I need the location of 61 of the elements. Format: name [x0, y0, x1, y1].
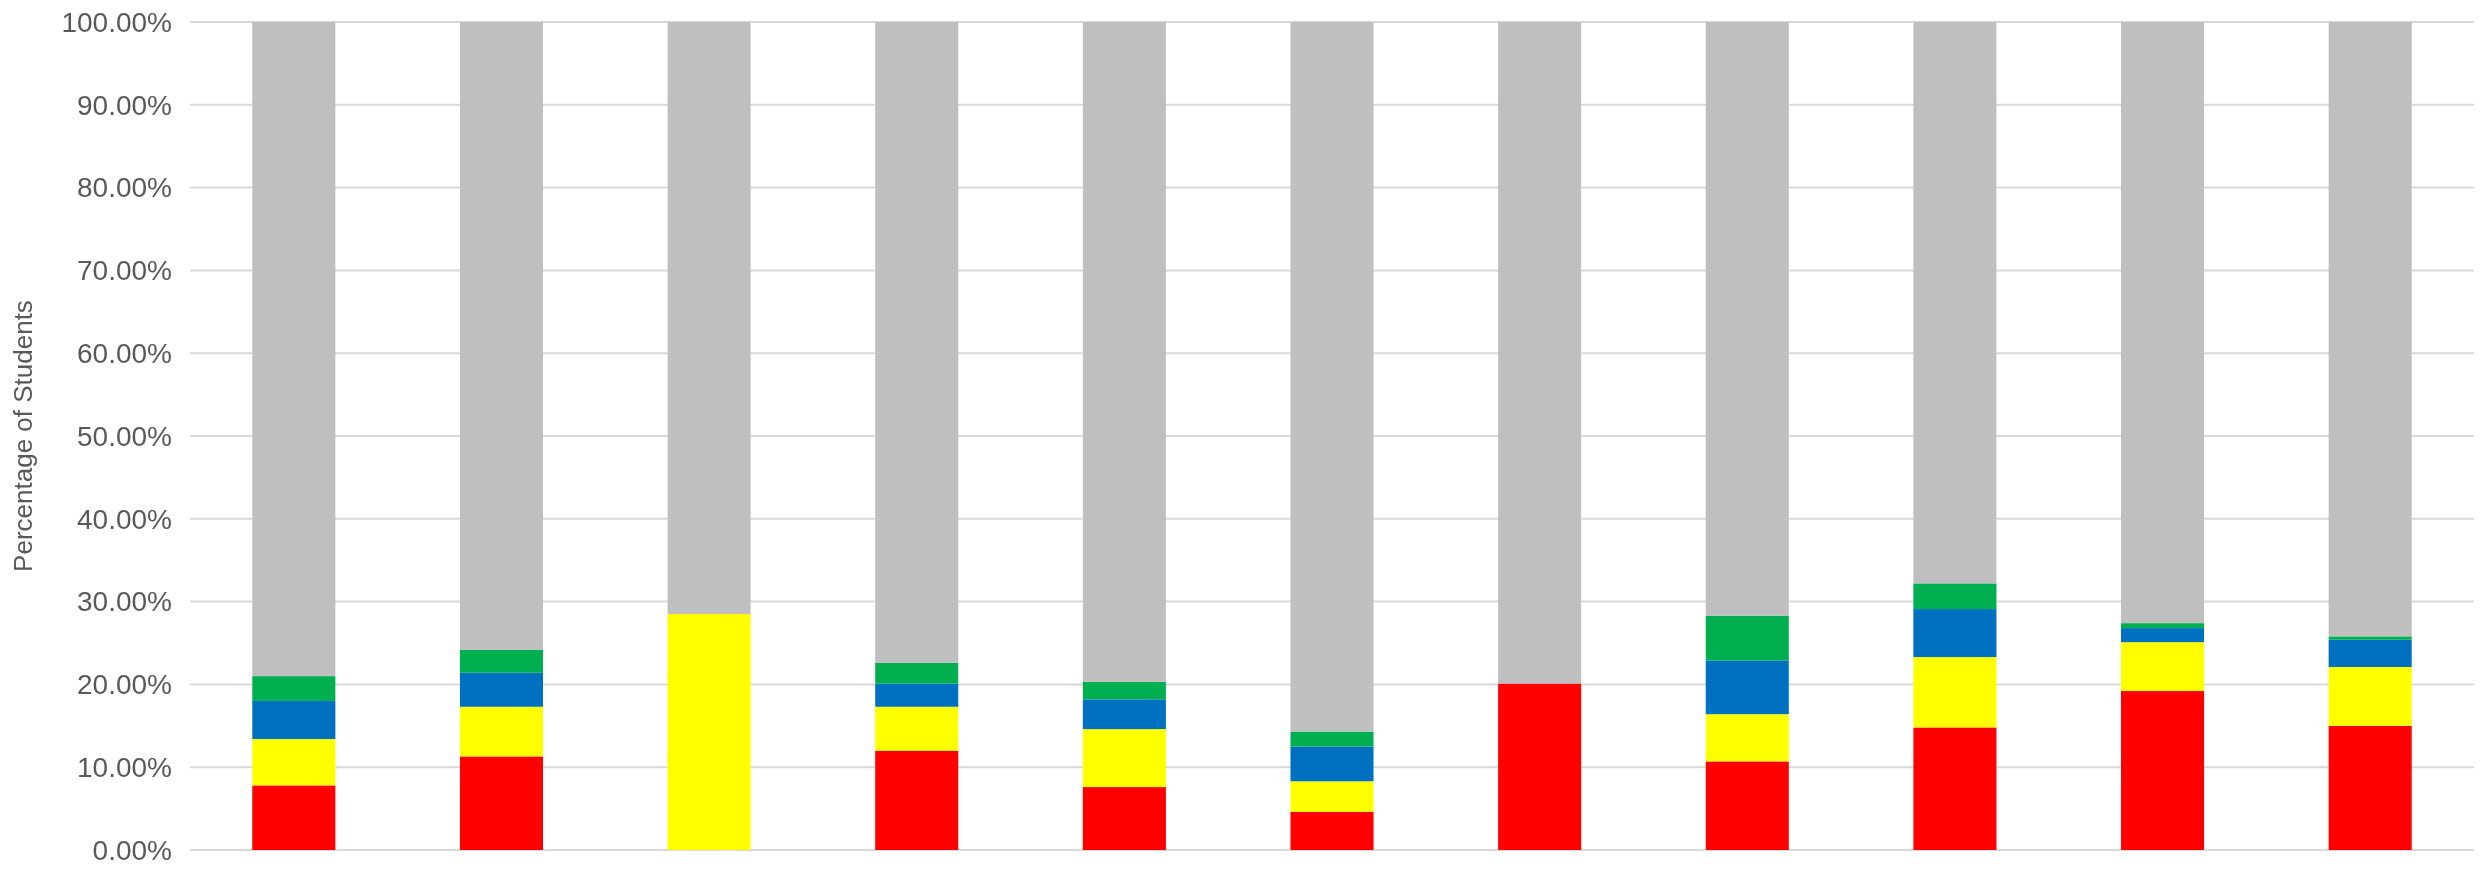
bar — [1913, 727, 1997, 850]
y-tick-label: 100.00% — [61, 6, 172, 38]
bar — [1082, 681, 1166, 700]
bar — [1082, 729, 1166, 788]
bar — [1082, 787, 1166, 850]
bar — [2328, 725, 2412, 850]
bar — [1498, 22, 1582, 684]
bar — [1913, 657, 1997, 728]
bar — [1705, 660, 1789, 715]
bar — [1290, 811, 1374, 850]
bar — [1082, 699, 1166, 730]
bar — [252, 22, 336, 677]
bar — [1913, 609, 1997, 658]
bar — [1082, 22, 1166, 682]
bar — [459, 22, 543, 650]
bar — [1913, 583, 1997, 610]
bar — [252, 785, 336, 850]
bar — [1290, 731, 1374, 747]
bar — [875, 706, 959, 751]
bar — [252, 676, 336, 701]
bar — [1705, 22, 1789, 616]
bar — [1498, 683, 1582, 850]
bar — [2328, 667, 2412, 726]
bar — [459, 706, 543, 757]
bar — [2121, 642, 2205, 692]
bar — [1705, 714, 1789, 762]
y-tick-label: 0.00% — [92, 834, 172, 866]
y-tick-label: 70.00% — [77, 255, 172, 287]
y-tick-label: 90.00% — [77, 89, 172, 121]
bar — [252, 700, 336, 740]
bar — [2328, 639, 2412, 668]
bar — [2121, 623, 2205, 629]
bar — [875, 662, 959, 684]
bar — [2328, 636, 2412, 640]
bar — [1705, 615, 1789, 661]
y-tick-label: 10.00% — [77, 752, 172, 783]
bar — [875, 22, 959, 663]
y-tick-label: 20.00% — [77, 669, 172, 701]
bar — [252, 739, 336, 786]
bar — [1290, 781, 1374, 812]
bar — [2328, 22, 2412, 637]
bar — [459, 672, 543, 707]
y-tick-label: 80.00% — [77, 172, 172, 204]
bar — [2121, 628, 2205, 643]
bar — [1290, 22, 1374, 732]
y-tick-label: 50.00% — [77, 420, 172, 452]
bar — [459, 649, 543, 673]
y-tick-label: 60.00% — [77, 338, 172, 369]
bar — [1290, 746, 1374, 782]
bar — [667, 22, 751, 615]
bar — [667, 614, 751, 850]
bar — [875, 750, 959, 850]
bar — [1913, 22, 1997, 584]
y-tick-label: 40.00% — [77, 503, 172, 535]
bar — [2121, 691, 2205, 850]
y-axis-title: Percentage of Students — [8, 300, 38, 572]
bar — [2121, 22, 2205, 624]
bar — [459, 756, 543, 850]
bar — [1705, 761, 1789, 850]
y-tick-label: 30.00% — [77, 586, 172, 618]
bar — [875, 683, 959, 707]
